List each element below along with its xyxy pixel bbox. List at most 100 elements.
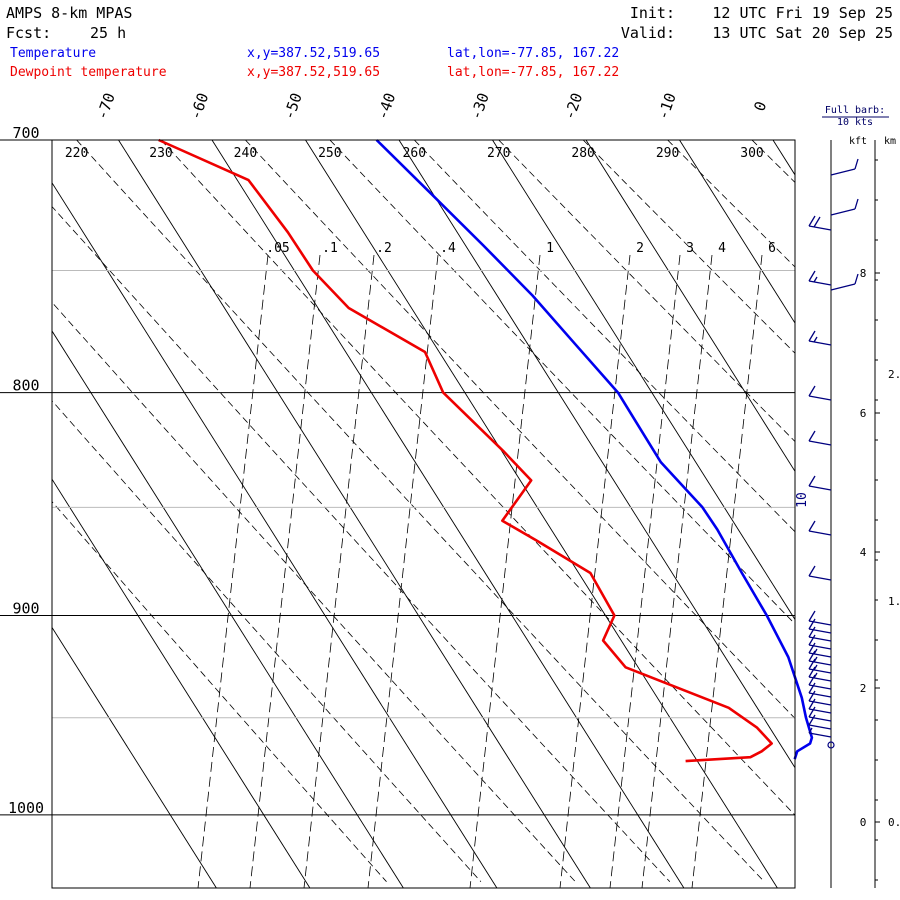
wind-barb: [808, 270, 832, 286]
dry-adiabat: [837, 140, 900, 882]
mixing-ratio-line: [691, 254, 763, 888]
wind-barb-calm: [827, 741, 835, 749]
mixing-ratio-line: [641, 254, 713, 888]
isotherm: [398, 140, 795, 769]
isotherm: [52, 478, 311, 888]
dry-adiabat: [329, 140, 795, 625]
wind-barb: [808, 618, 832, 634]
wind-barb: [808, 520, 832, 536]
fcst-label: Fcst:: [6, 24, 51, 42]
mixing-ratio-line: [559, 254, 631, 888]
isotherm: [305, 140, 778, 888]
wind-barb: [808, 430, 832, 446]
wind-barb: [808, 658, 832, 674]
mixing-ratio-label: .05: [266, 241, 289, 256]
wind-barb: [808, 330, 832, 346]
mixing-ratio-label: 6: [768, 241, 776, 256]
wind-barb: [808, 475, 832, 491]
km-tick-label: 6: [860, 407, 867, 420]
wind-barb: [808, 727, 832, 738]
theta-label: 220: [65, 146, 88, 161]
isotherm: [52, 330, 404, 888]
legend-temperature-latlon: lat,lon=-77.85, 167.22: [447, 46, 619, 61]
legend-dewpoint-latlon: lat,lon=-77.85, 167.22: [447, 65, 619, 80]
theta-label: 280: [571, 146, 594, 161]
valid-value: 13 UTC Sat 20 Sep 25: [712, 24, 893, 42]
wind-barb: [808, 698, 832, 714]
dry-adiabat: [414, 140, 795, 533]
wind-speed-label: 10: [795, 492, 810, 508]
dry-adiabat: [245, 140, 795, 720]
pressure-tick-label: 900: [12, 599, 39, 617]
mixing-ratio-label: .1: [322, 241, 338, 256]
dry-adiabat: [498, 140, 795, 443]
dry-adiabat: [52, 400, 482, 882]
dry-adiabat: [160, 140, 795, 816]
isotherm: [867, 140, 900, 888]
legend-dewpoint-name: Dewpoint temperature: [10, 65, 167, 80]
pressure-tick-label: 700: [12, 124, 39, 142]
mixing-ratio-line: [367, 254, 439, 888]
barb-legend-line2: 10 kts: [837, 117, 873, 128]
mixing-ratio-line: [609, 254, 681, 888]
plot-frame: [51, 139, 796, 889]
temperature-tick-label: -20: [560, 90, 586, 122]
isotherm: [52, 181, 498, 888]
km-label: km: [884, 136, 896, 147]
mixing-ratio-label: 4: [718, 241, 726, 256]
theta-label: 260: [403, 146, 426, 161]
temperature-tick-label: -50: [280, 90, 306, 122]
sounding-series: [158, 138, 814, 763]
dry-adiabat: [667, 140, 795, 268]
isotherm: [118, 140, 591, 888]
mixing-ratio-line: [249, 254, 321, 888]
isotherm: [772, 140, 795, 176]
kft-tick-label: 0.: [888, 816, 900, 829]
legend-dewpoint-xy: x,y=387.52,519.65: [247, 65, 380, 80]
wind-barb: [830, 273, 859, 291]
isotherm: [211, 140, 685, 888]
wind-barb: [808, 666, 832, 682]
isotherm: [492, 140, 795, 621]
init-value: 12 UTC Fri 19 Sep 25: [712, 4, 893, 22]
temperature-tick-label: -60: [186, 90, 212, 122]
km-tick-label: 0: [860, 816, 867, 829]
theta-label: 230: [149, 146, 172, 161]
wind-barb: [808, 674, 832, 690]
temperature-line: [375, 139, 814, 760]
wind-barb: [808, 650, 832, 666]
temperature-tick-label: -40: [373, 90, 399, 122]
pressure-tick-label: 1000: [8, 799, 44, 817]
model-title: AMPS 8-km MPAS: [6, 4, 132, 22]
wind-barb: [808, 626, 832, 642]
wind-height-column: 0 2 4 6 8 0. 1. 2. 10: [795, 140, 900, 888]
theta-label: 290: [656, 146, 679, 161]
theta-label: 270: [487, 146, 510, 161]
mixing-ratio-label: 2: [636, 241, 644, 256]
isotherm: [585, 140, 795, 473]
legend-temperature-name: Temperature: [10, 46, 96, 61]
kft-label: kft: [849, 136, 867, 147]
mixing-ratio-label: 1: [546, 241, 554, 256]
dry-adiabat: [52, 205, 671, 882]
wind-barb: [808, 682, 832, 698]
pressure-tick-label: 800: [12, 377, 39, 395]
wind-barb: [808, 642, 832, 658]
wind-barb: [808, 610, 832, 626]
theta-label: 240: [234, 146, 257, 161]
temperature-tick-label: 0: [750, 99, 770, 114]
valid-label: Valid:: [621, 24, 675, 42]
wind-barb: [808, 385, 832, 401]
isotherm: [679, 140, 795, 324]
wind-barb: [830, 198, 859, 216]
wind-barb: [808, 634, 832, 650]
init-label: Init:: [630, 4, 675, 22]
barb-legend-line1: Full barb:: [825, 105, 885, 116]
wind-barb: [808, 714, 832, 730]
mixing-ratio-line: [197, 254, 269, 888]
km-tick-label: 4: [860, 546, 867, 559]
mixing-ratio-label: .2: [376, 241, 392, 256]
km-tick-label: 2: [860, 682, 867, 695]
